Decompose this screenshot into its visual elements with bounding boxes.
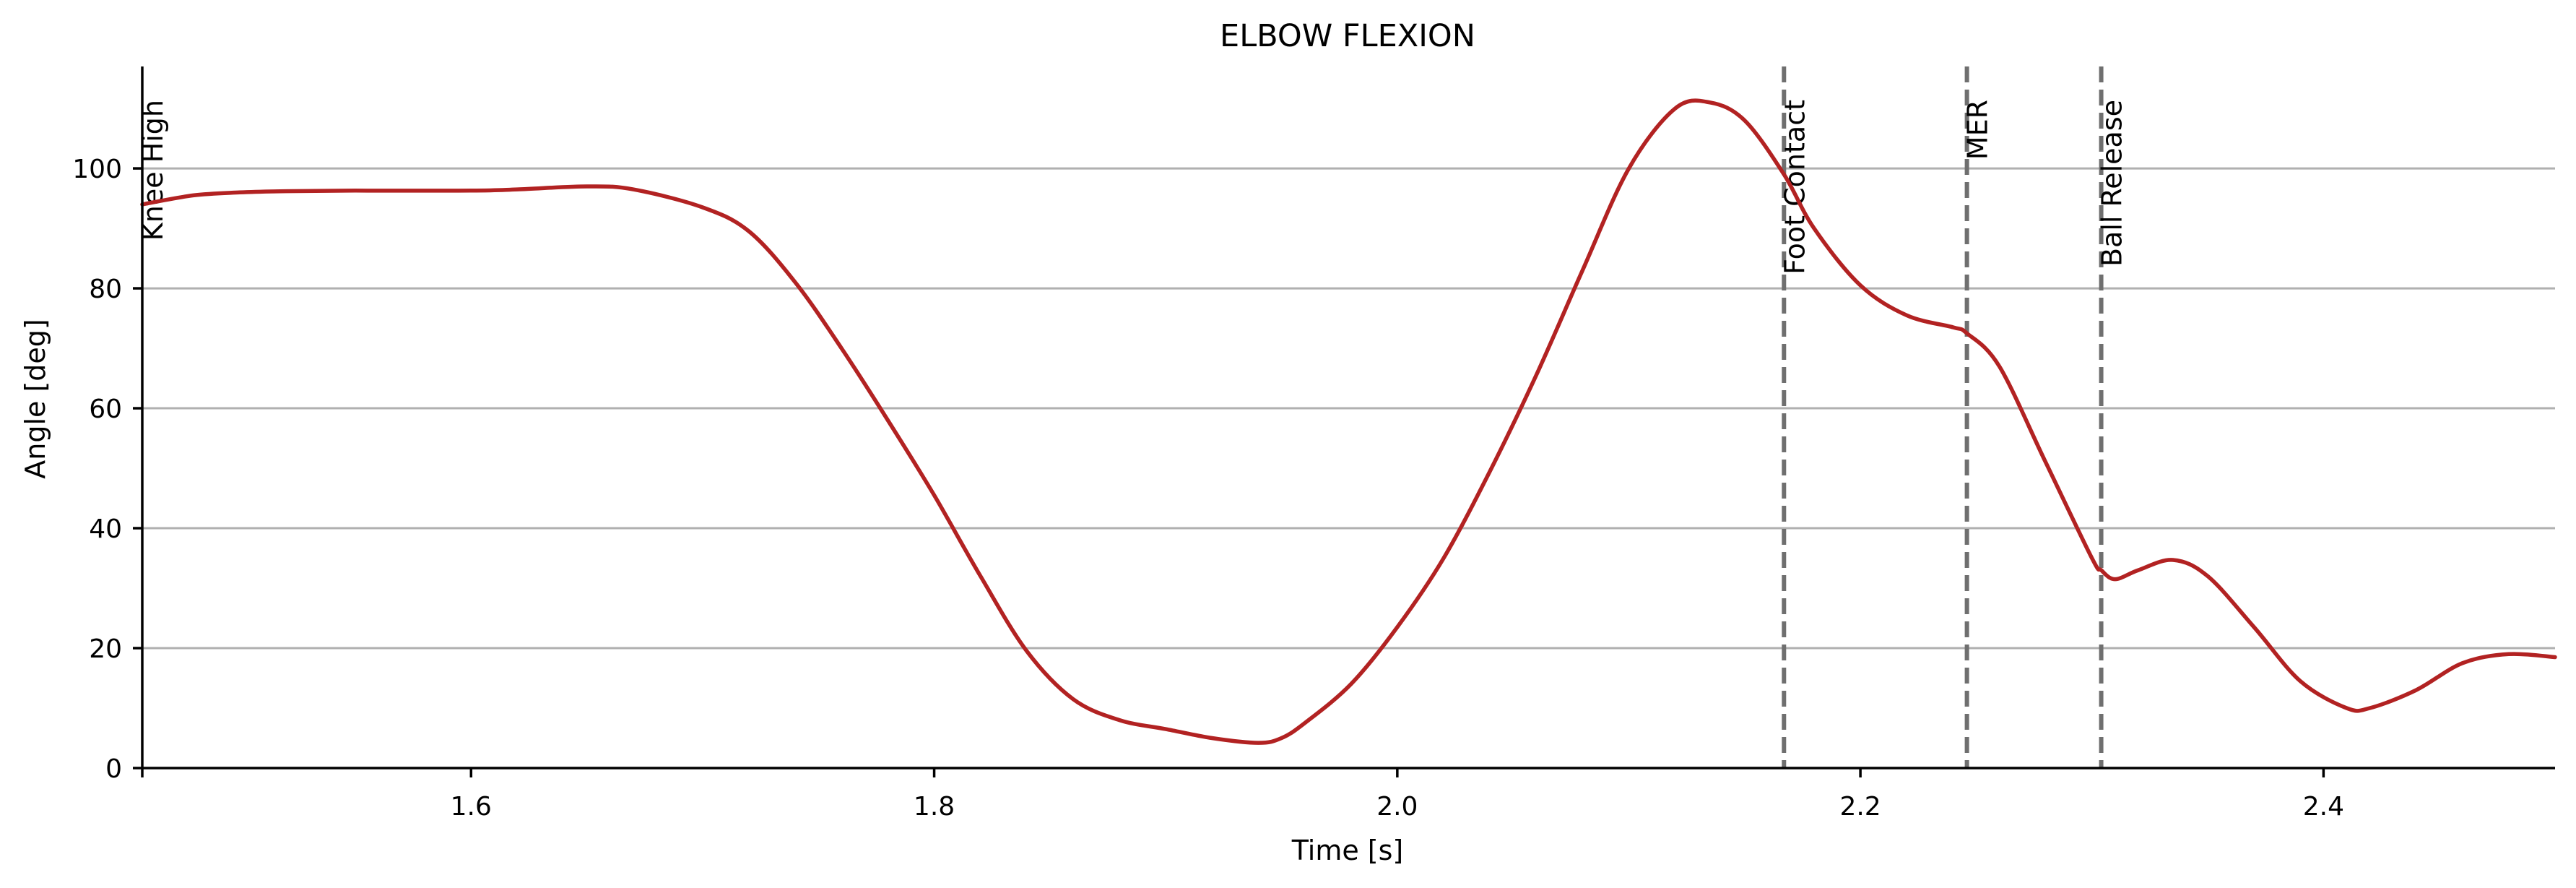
- x-tick-label-2: 2.0: [1376, 792, 1418, 822]
- axes: [141, 66, 2555, 770]
- y-tick-label-1: 20: [89, 634, 122, 664]
- series-line-0: [140, 98, 2557, 745]
- event-label-mer: MER: [1962, 100, 1994, 160]
- event-label-foot-contact: Foot Contact: [1779, 100, 1810, 275]
- x-tick-label-3: 2.2: [1839, 792, 1881, 822]
- x-tick-label-4: 2.4: [2303, 792, 2344, 822]
- series: [140, 98, 2557, 745]
- chart-title: ELBOW FLEXION: [1220, 18, 1475, 54]
- x-ticks: 1.6 1.8 2.0 2.2 2.4: [141, 768, 2344, 822]
- y-tick-label-0: 0: [105, 754, 122, 784]
- y-tick-label-3: 60: [89, 395, 122, 424]
- y-tick-label-4: 80: [89, 275, 122, 304]
- x-tick-label-0: 1.6: [451, 792, 492, 822]
- y-tick-label-2: 40: [89, 514, 122, 544]
- event-label-ball-release: Ball Release: [2096, 100, 2128, 267]
- y-ticks: 0 20 40 60 80 100: [72, 155, 142, 784]
- x-axis-label: Time [s]: [1291, 835, 1404, 866]
- grid: [142, 167, 2555, 650]
- y-axis-label: Angle [deg]: [19, 319, 51, 479]
- y-tick-label-5: 100: [72, 155, 122, 184]
- x-tick-label-1: 1.8: [914, 792, 955, 822]
- event-markers: Knee High Foot Contact MER Ball Release: [137, 66, 2128, 768]
